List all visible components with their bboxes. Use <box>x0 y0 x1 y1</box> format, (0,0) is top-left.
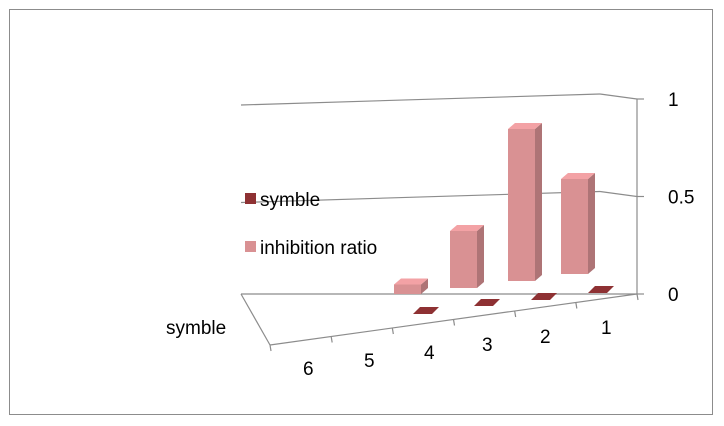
x-tick-mark-0 <box>269 344 272 352</box>
bar-front <box>561 179 588 274</box>
x-tick-mark-4 <box>514 310 517 318</box>
x-tick-mark-5 <box>575 302 578 309</box>
legend-label-symble: symble <box>260 190 320 211</box>
z-tick-label-1: 0.5 <box>668 188 694 209</box>
symble-mark-2 <box>588 286 614 293</box>
bar-top <box>508 123 542 129</box>
bar-top <box>561 173 595 179</box>
bar-side <box>421 278 428 294</box>
z-tick-label-0: 0 <box>668 285 679 306</box>
x-tick-label-4: 4 <box>424 343 435 364</box>
inhibition-ratio-series <box>394 123 595 294</box>
bar-front <box>450 231 477 288</box>
inhibition-ratio-bar-4 <box>450 225 484 288</box>
side-gridline-1 <box>599 190 638 198</box>
inhibition-ratio-bar-5 <box>394 278 428 294</box>
x-tick-label-5: 5 <box>364 351 375 372</box>
x-tick-label-6: 6 <box>303 359 314 380</box>
symble-series <box>413 286 614 314</box>
bar-top <box>394 278 428 285</box>
symble-mark-3 <box>531 293 557 300</box>
bar-front <box>394 284 421 294</box>
bar-side <box>535 123 542 281</box>
legend: symble inhibition ratio <box>245 190 377 259</box>
floor-left-edge <box>240 293 271 346</box>
gridline-2 <box>240 93 601 106</box>
x-tick-mark-2 <box>391 327 394 335</box>
legend-swatch-symble <box>245 193 256 204</box>
x-tick-label-1: 1 <box>601 318 612 339</box>
axis-ticks: 0 0.5 1 6 5 4 3 2 1 <box>269 90 694 380</box>
x-tick-label-3: 3 <box>482 335 493 356</box>
x-tick-mark-6 <box>636 293 639 301</box>
symble-mark-4 <box>474 299 500 306</box>
x-tick-mark-3 <box>452 319 456 326</box>
chart-frame <box>9 9 713 415</box>
inhibition-ratio-bar-3 <box>508 123 542 281</box>
side-gridline-2 <box>599 93 638 100</box>
depth-axis-label: symble <box>166 318 226 339</box>
x-tick-label-2: 2 <box>540 327 551 348</box>
inhibition-ratio-bar-2 <box>561 173 595 274</box>
symble-mark-5 <box>413 307 439 314</box>
x-tick-mark-1 <box>330 336 333 343</box>
bar-top <box>450 225 484 231</box>
legend-swatch-inhibition-ratio <box>245 241 256 252</box>
bar-front <box>508 129 535 281</box>
bar-side <box>588 173 595 274</box>
z-tick-label-2: 1 <box>668 90 679 111</box>
bar-side <box>477 225 484 288</box>
legend-label-inhibition-ratio: inhibition ratio <box>260 238 377 259</box>
